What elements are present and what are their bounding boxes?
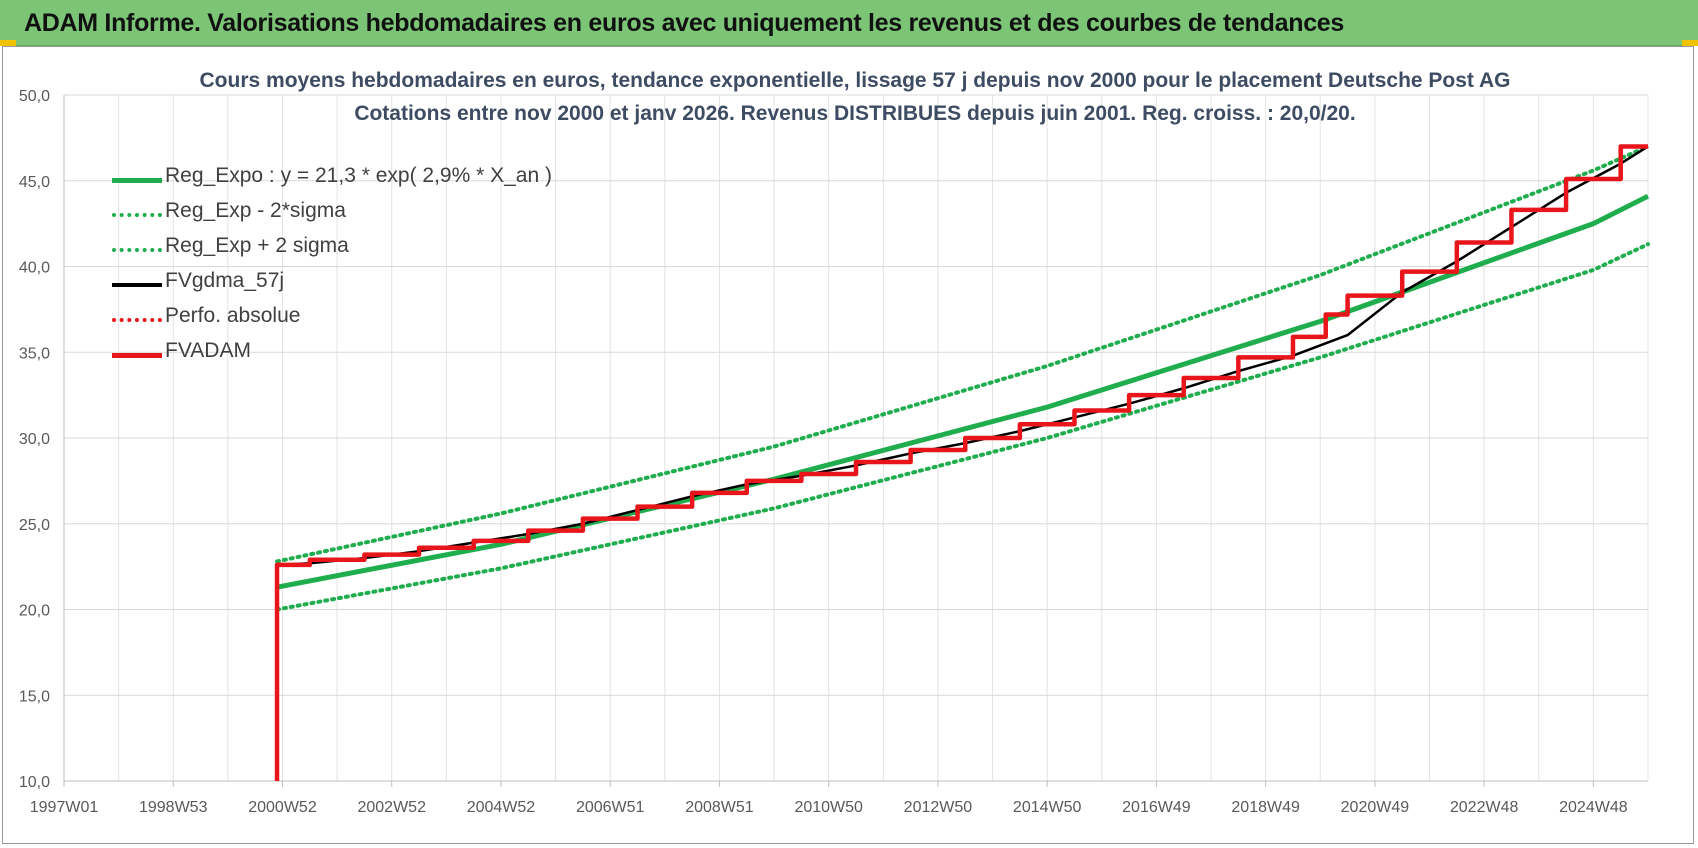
- legend-swatch: [112, 248, 162, 252]
- y-tick-label: 45,0: [19, 174, 50, 191]
- x-tick-label: 2024W48: [1559, 799, 1628, 816]
- corner-marker: [0, 40, 16, 46]
- x-tick-label: 2010W50: [794, 799, 863, 816]
- y-tick-label: 40,0: [19, 260, 50, 277]
- y-tick-label: 15,0: [19, 688, 50, 705]
- legend-label: FVgdma_57j: [165, 269, 285, 292]
- y-tick-label: 50,0: [19, 88, 50, 105]
- legend-swatch: [112, 178, 162, 183]
- y-tick-label: 35,0: [19, 345, 50, 362]
- legend-label: Reg_Expo : y = 21,3 * exp( 2,9% * X_an ): [165, 164, 552, 187]
- corner-marker: [1682, 40, 1698, 46]
- series-line-reg-exp-2-sigma: [275, 144, 1650, 564]
- y-tick-label: 10,0: [19, 774, 50, 791]
- axes: 10,0 15,0 20,0 25,0 30,0 35,0 40,0 45,0 50,0 1997…: [19, 88, 1648, 816]
- x-tick-label: 2000W52: [248, 799, 317, 816]
- report-banner: ADAM Informe. Valorisations hebdomadaire…: [0, 0, 1698, 46]
- series-line-fvgdma-57j: [275, 145, 1649, 781]
- legend-label: FVADAM: [165, 339, 251, 362]
- grid: [63, 94, 1649, 782]
- x-tick-label: 2008W51: [685, 799, 754, 816]
- x-tick-label: 2022W48: [1450, 799, 1519, 816]
- x-tick-label: 2004W52: [467, 799, 536, 816]
- x-tick-label: 2020W49: [1341, 799, 1410, 816]
- y-tick-label: 30,0: [19, 431, 50, 448]
- legend-swatch: [112, 353, 162, 358]
- series-line-fvadam: [274, 144, 1648, 781]
- y-tick-label: 25,0: [19, 517, 50, 534]
- chart-subtitle: Cotations entre nov 2000 et janv 2026. R…: [354, 102, 1356, 125]
- legend-label: Reg_Exp - 2*sigma: [165, 199, 346, 222]
- report-title: ADAM Informe. Valorisations hebdomadaire…: [24, 9, 1345, 37]
- x-tick-label: 1997W01: [30, 799, 99, 816]
- legend-label: Perfo. absolue: [165, 304, 301, 327]
- x-tick-label: 2002W52: [357, 799, 426, 816]
- x-tick-label: 2006W51: [576, 799, 645, 816]
- series-line-reg-expo-y-21-3-exp-2-9-x-an: [276, 193, 1650, 590]
- legend-label: Reg_Exp + 2 sigma: [165, 234, 349, 257]
- series-line-reg-exp-2-sigma: [275, 242, 1650, 612]
- x-tick-label: 2016W49: [1122, 799, 1191, 816]
- x-tick-label: 2012W50: [904, 799, 973, 816]
- chart-title: Cours moyens hebdomadaires en euros, ten…: [199, 69, 1511, 92]
- x-tick-label: 2018W49: [1231, 799, 1300, 816]
- x-tick-label: 2014W50: [1013, 799, 1082, 816]
- legend-swatch: [112, 213, 162, 217]
- legend-swatch: [112, 283, 162, 287]
- chart-frame: [2, 46, 1694, 844]
- x-tick-label: 1998W53: [139, 799, 208, 816]
- y-tick-label: 20,0: [19, 603, 50, 620]
- legend-swatch: [112, 318, 162, 322]
- series: [274, 144, 1650, 781]
